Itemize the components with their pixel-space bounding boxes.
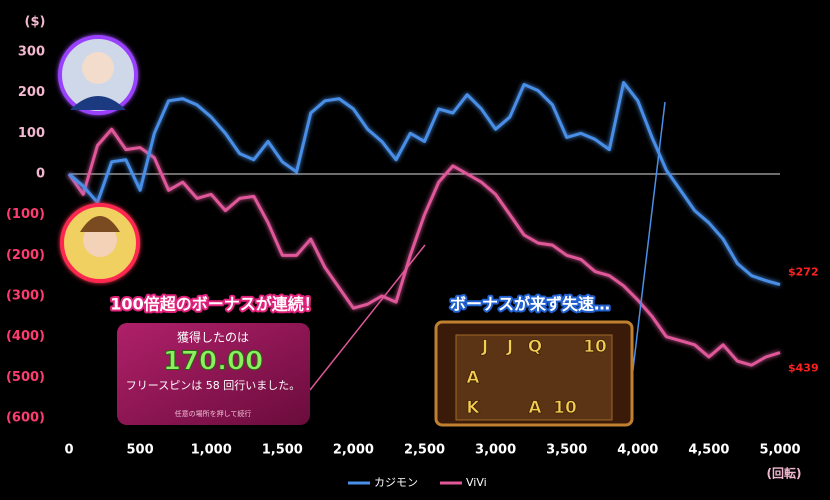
annotation-title: ボーナスが来ず失速… bbox=[450, 295, 610, 314]
x-tick-label: 500 bbox=[127, 443, 154, 458]
series-line bbox=[67, 127, 781, 367]
y-unit: ($) bbox=[25, 15, 46, 30]
end-label: $439 bbox=[788, 362, 819, 375]
slot-symbol: A bbox=[528, 398, 542, 418]
panel-note: 任意の場所を押して続行 bbox=[175, 409, 252, 418]
y-tick-label: 300 bbox=[18, 45, 45, 60]
x-tick-label: 1,000 bbox=[191, 443, 232, 458]
slot-symbol: K bbox=[466, 398, 480, 418]
x-unit: (回転) bbox=[767, 466, 802, 481]
slot-symbol: Q bbox=[528, 337, 542, 357]
x-tick-label: 4,000 bbox=[617, 443, 658, 458]
x-tick-label: 3,500 bbox=[546, 443, 587, 458]
x-tick-label: 2,500 bbox=[404, 443, 445, 458]
legend-label: ViVi bbox=[466, 476, 487, 489]
slot-symbol: 10 bbox=[553, 398, 577, 418]
x-tick-label: 2,000 bbox=[333, 443, 374, 458]
slot-reels bbox=[455, 334, 613, 421]
y-tick-label: (500) bbox=[6, 370, 45, 385]
end-label: $272 bbox=[788, 266, 819, 279]
panel-text: 獲得したのは bbox=[177, 330, 249, 345]
panel-amount: 170.00 bbox=[163, 347, 263, 377]
y-tick-label: (100) bbox=[6, 207, 45, 222]
y-tick-label: 100 bbox=[18, 126, 45, 141]
y-tick-label: (300) bbox=[6, 289, 45, 304]
avatar-body bbox=[70, 96, 126, 110]
connector bbox=[309, 244, 426, 391]
avatar-hair bbox=[80, 216, 120, 232]
x-tick-label: 4,500 bbox=[688, 443, 729, 458]
screenshot-panel bbox=[117, 323, 310, 425]
connector bbox=[631, 101, 666, 379]
y-tick-label: (200) bbox=[6, 248, 45, 263]
series-line bbox=[68, 81, 781, 287]
annotation-title: 100倍超のボーナスが連続！ bbox=[110, 295, 319, 314]
x-tick-label: 1,500 bbox=[262, 443, 303, 458]
panel-text: フリースピンは 58 回行いました。 bbox=[126, 379, 300, 392]
slot-symbol: J bbox=[506, 337, 513, 357]
y-tick-label: 0 bbox=[36, 167, 45, 182]
y-tick-label: 200 bbox=[18, 85, 45, 100]
legend-label: カジモン bbox=[374, 476, 418, 489]
x-tick-label: 3,000 bbox=[475, 443, 516, 458]
slot-symbol: A bbox=[466, 368, 480, 388]
avatar-face bbox=[82, 52, 114, 84]
slot-symbol: J bbox=[481, 337, 488, 357]
x-tick-label: 5,000 bbox=[759, 443, 800, 458]
slot-symbol: 10 bbox=[583, 337, 607, 357]
y-tick-label: (400) bbox=[6, 329, 45, 344]
y-tick-label: (600) bbox=[6, 411, 45, 426]
x-tick-label: 0 bbox=[64, 443, 73, 458]
